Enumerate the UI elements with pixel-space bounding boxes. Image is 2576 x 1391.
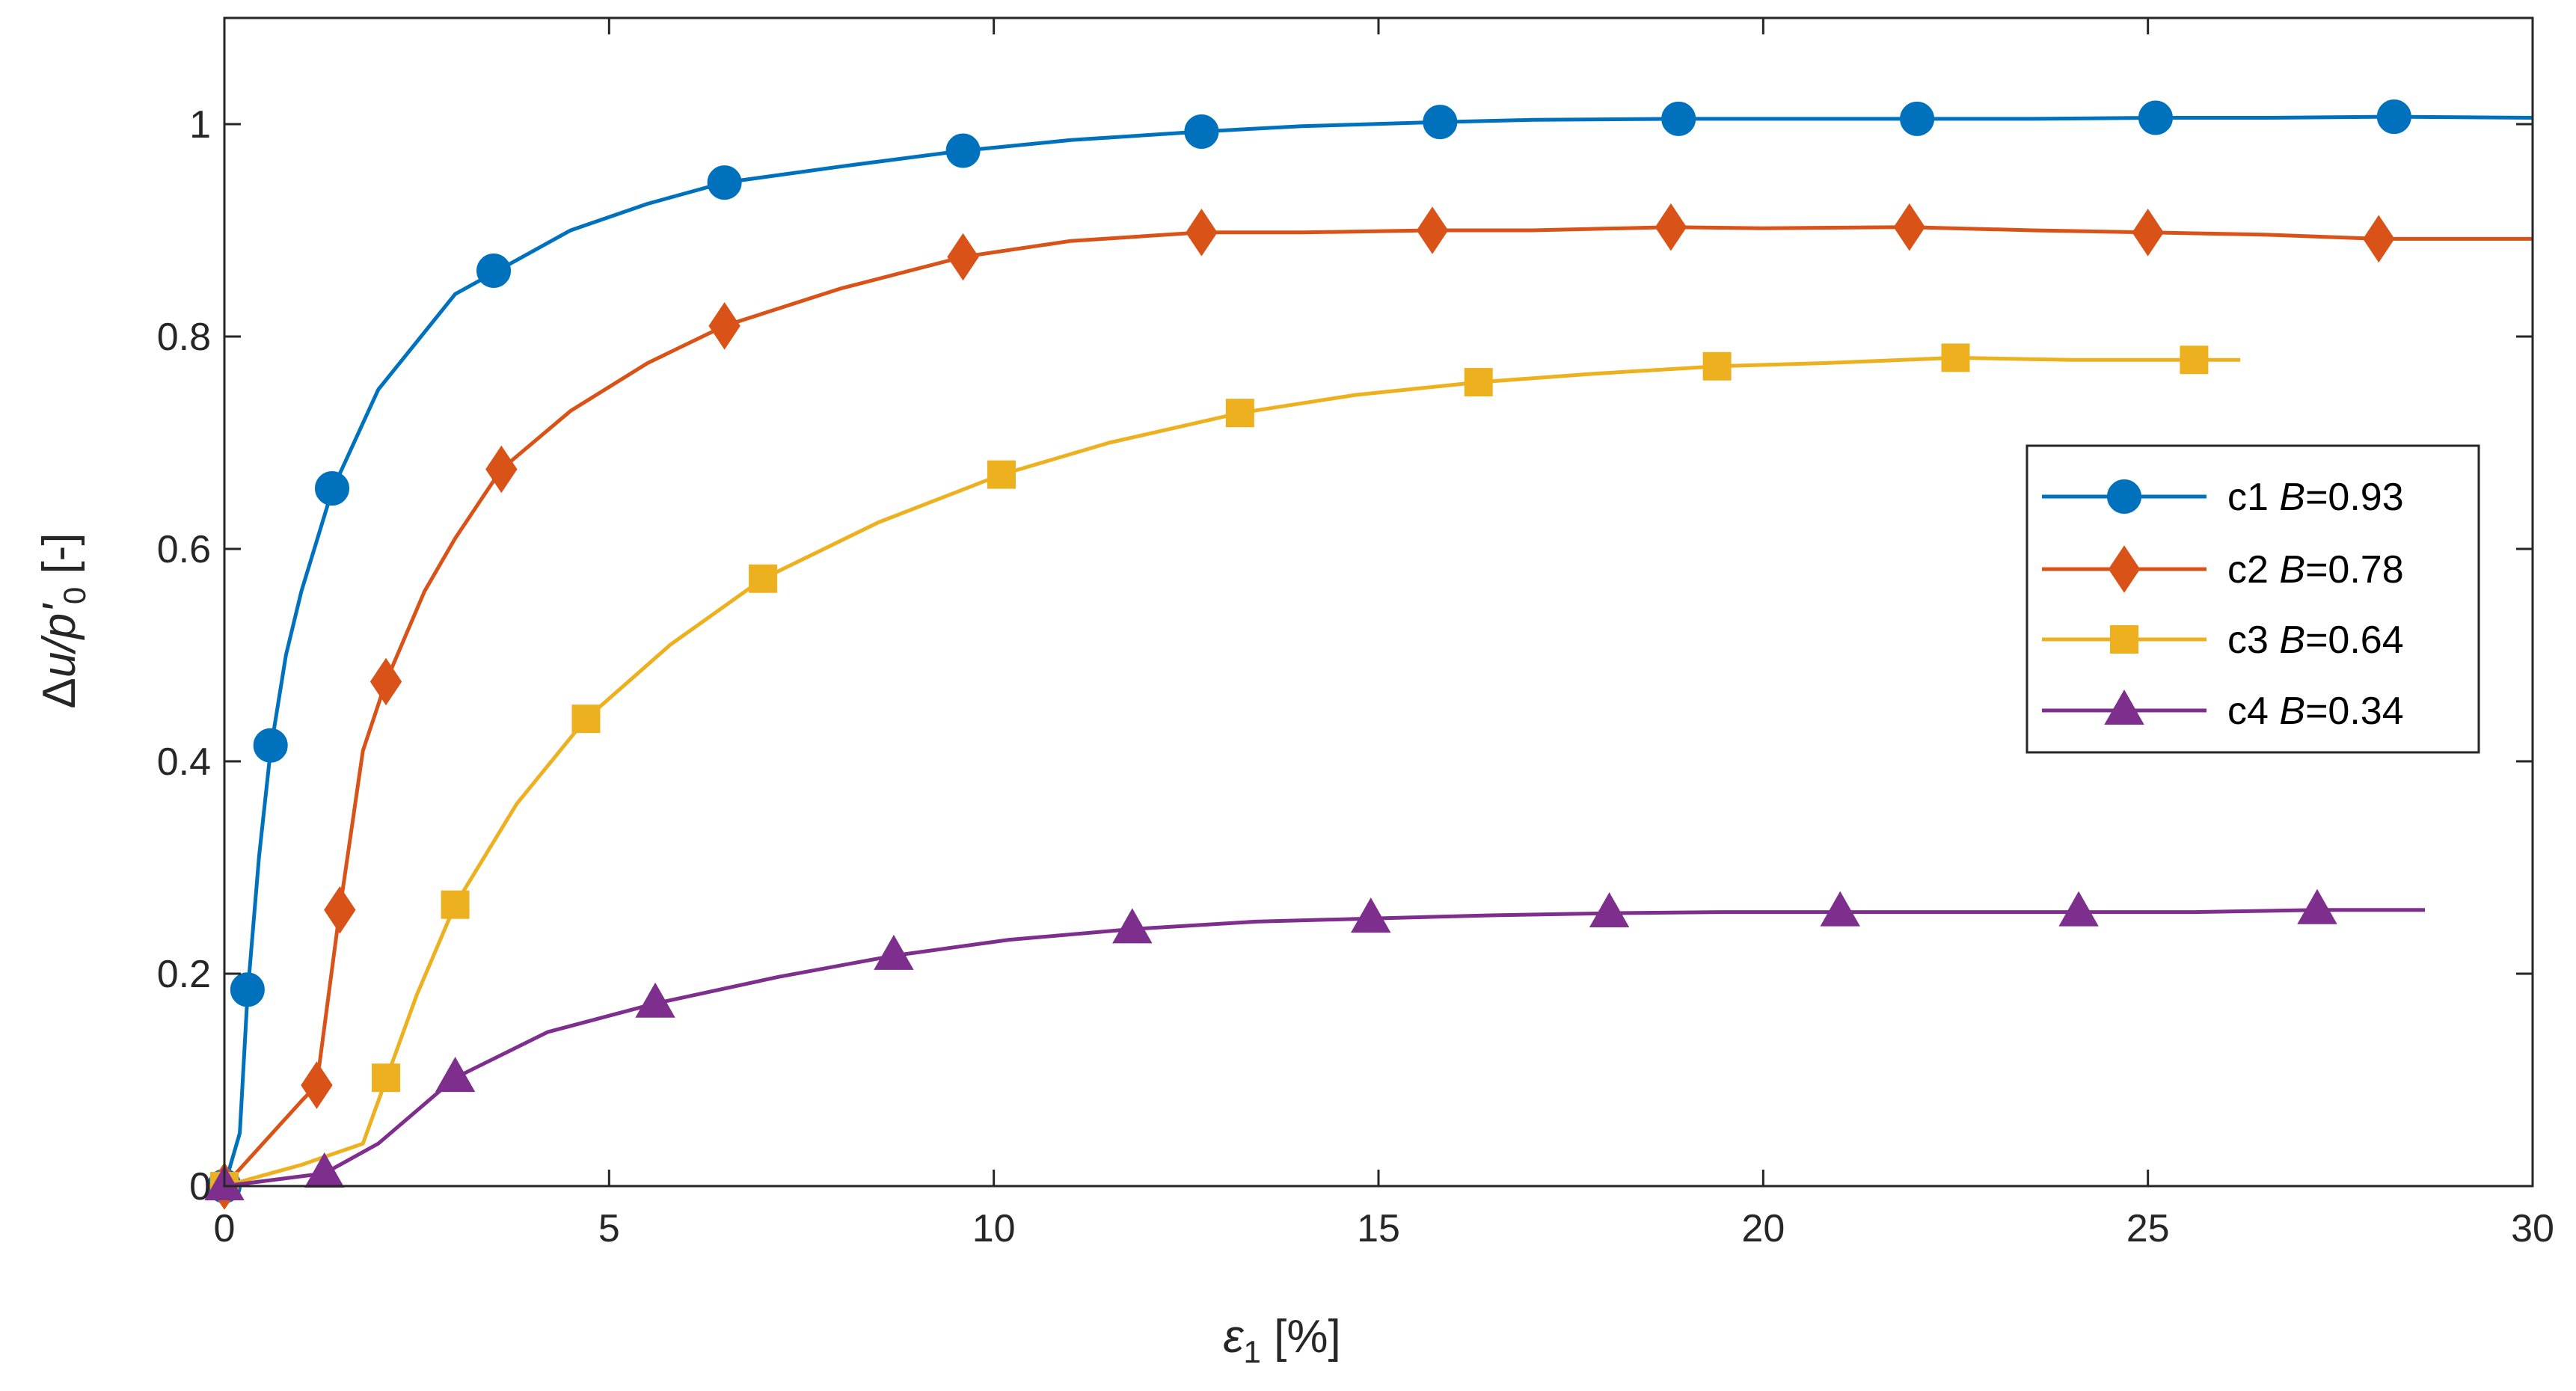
data-point-c1 xyxy=(1900,101,1935,136)
data-point-c1 xyxy=(1423,105,1458,140)
data-point-c1 xyxy=(230,972,265,1007)
y-tick-label: 0.2 xyxy=(157,953,211,996)
series-c3 xyxy=(210,343,2241,1200)
data-point-c1 xyxy=(253,728,288,763)
data-point-c3 xyxy=(749,564,778,593)
data-point-c3 xyxy=(987,460,1016,489)
data-point-c2 xyxy=(369,657,402,706)
y-axis-label: Δu/p'0 [-] xyxy=(34,532,92,708)
data-point-c3 xyxy=(1941,343,1970,372)
x-tick-label: 20 xyxy=(1741,1207,1785,1250)
y-tick-label: 0.6 xyxy=(157,528,211,571)
legend-label: c1 B=0.93 xyxy=(2227,476,2404,519)
data-point-c1 xyxy=(707,165,742,200)
data-point-c3 xyxy=(1464,368,1493,397)
legend-marker xyxy=(2108,545,2141,593)
data-point-c4 xyxy=(1589,892,1630,928)
data-point-c4 xyxy=(1112,908,1153,944)
data-point-c4 xyxy=(435,1057,476,1093)
legend-marker xyxy=(2107,479,2141,514)
data-point-c2 xyxy=(2132,209,2164,257)
x-tick-label: 10 xyxy=(972,1207,1016,1250)
data-point-c2 xyxy=(324,885,356,934)
legend-marker xyxy=(2104,689,2144,725)
data-point-c1 xyxy=(1661,101,1696,136)
y-tick-label: 0.4 xyxy=(157,740,211,784)
legend-label: c3 B=0.64 xyxy=(2227,618,2404,662)
data-point-c3 xyxy=(1702,351,1732,381)
data-point-c1 xyxy=(1184,114,1219,149)
legend-entry-c3: c3 B=0.64 xyxy=(2042,618,2404,662)
x-axis-label: ε1 [%] xyxy=(1223,1311,1340,1369)
series-line-c4 xyxy=(224,908,2425,1188)
data-point-c3 xyxy=(1225,399,1254,428)
plot-area xyxy=(204,99,2533,1210)
data-point-c4 xyxy=(1820,891,1860,927)
legend-label: c2 B=0.78 xyxy=(2227,548,2404,592)
data-point-c1 xyxy=(2376,99,2411,135)
series-line-c1 xyxy=(222,114,2533,1187)
data-point-c3 xyxy=(372,1063,401,1093)
x-tick-label: 5 xyxy=(598,1207,620,1250)
series-line-c2 xyxy=(223,225,2533,1188)
x-tick-label: 30 xyxy=(2511,1207,2554,1250)
data-point-c1 xyxy=(945,133,981,168)
y-tick-label: 0.8 xyxy=(157,316,211,359)
legend-entry-c4: c4 B=0.34 xyxy=(2042,689,2404,733)
legend-label: c4 B=0.34 xyxy=(2227,690,2404,733)
x-tick-label: 25 xyxy=(2126,1207,2170,1250)
y-tick-label: 0 xyxy=(189,1165,211,1209)
data-point-c2 xyxy=(2363,215,2395,263)
data-point-c2 xyxy=(301,1061,333,1109)
data-point-c1 xyxy=(315,471,350,506)
data-point-c4 xyxy=(2297,888,2337,924)
legend: c1 B=0.93 c2 B=0.78 c3 B=0.64 c4 B=0.34 xyxy=(2025,444,2480,754)
data-point-c1 xyxy=(2138,100,2173,135)
legend-entry-c2: c2 B=0.78 xyxy=(2042,545,2404,593)
legend-entry-c1: c1 B=0.93 xyxy=(2042,476,2404,519)
ticks: 0 5 10 15 20 25 30 0 0.2 0.4 0.6 0.8 1 xyxy=(157,18,2554,1250)
data-point-c2 xyxy=(1416,206,1449,254)
data-point-c4 xyxy=(2058,891,2099,927)
data-point-c2 xyxy=(708,301,740,350)
x-tick-label: 0 xyxy=(214,1207,236,1250)
data-point-c4 xyxy=(635,982,675,1018)
y-tick-label: 1 xyxy=(189,103,211,147)
data-point-c3 xyxy=(441,890,470,919)
data-point-c4 xyxy=(1350,897,1391,933)
data-point-c2 xyxy=(1655,203,1687,251)
data-point-c3 xyxy=(571,704,601,734)
data-point-c4 xyxy=(874,934,914,970)
data-point-c2 xyxy=(1893,203,1925,251)
data-point-c3 xyxy=(2180,346,2209,375)
data-point-c2 xyxy=(1186,209,1218,257)
data-point-c1 xyxy=(476,253,512,288)
legend-marker xyxy=(2110,625,2138,654)
series-c4 xyxy=(204,888,2425,1200)
x-tick-label: 15 xyxy=(1357,1207,1400,1250)
data-point-c2 xyxy=(947,233,979,281)
data-point-c2 xyxy=(485,445,518,494)
